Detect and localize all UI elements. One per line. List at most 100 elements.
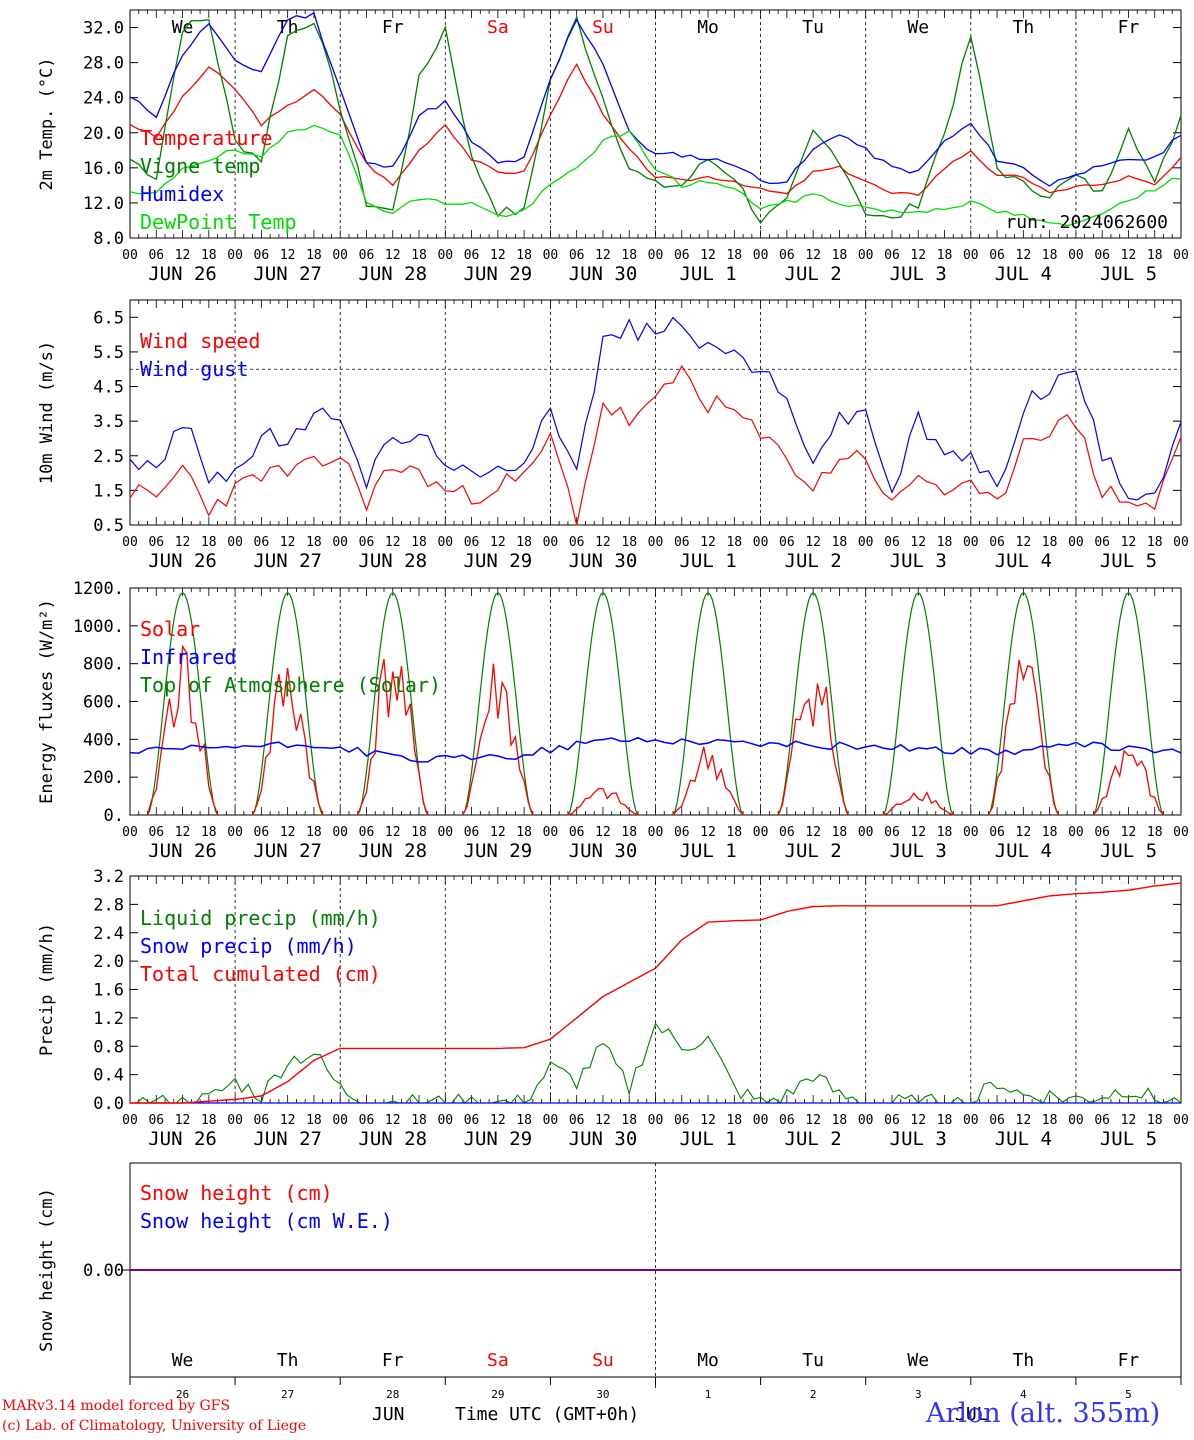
hour-tick-label: 12 xyxy=(490,248,506,263)
y-tick-label: 2.8 xyxy=(93,895,124,915)
legend-wind-speed: Wind speed xyxy=(140,329,260,353)
hour-tick-label: 06 xyxy=(989,1113,1005,1128)
legend-wind-gust: Wind gust xyxy=(140,357,248,381)
hour-tick-label: 06 xyxy=(779,1113,795,1128)
legend-snow-precip-mm-h-: Snow precip (mm/h) xyxy=(140,934,357,958)
weekday-label: We xyxy=(172,17,194,38)
solar-curve xyxy=(357,658,429,816)
day-number-label: 4 xyxy=(1020,1388,1027,1401)
hour-tick-label: 06 xyxy=(148,535,164,550)
hour-tick-label: 00 xyxy=(1068,248,1084,263)
hour-tick-label: 00 xyxy=(332,535,348,550)
day-number-label: 29 xyxy=(491,1388,504,1401)
hour-tick-label: 06 xyxy=(464,248,480,263)
legend-snow-height-cm-: Snow height (cm) xyxy=(140,1181,333,1205)
credit-line-2: (c) Lab. of Climatology, University of L… xyxy=(2,1418,307,1434)
hour-tick-label: 12 xyxy=(595,535,611,550)
y-axis-title-precip: Precip (mm/h) xyxy=(37,923,57,1056)
date-label: JUN 30 xyxy=(569,550,638,572)
hour-tick-label: 06 xyxy=(254,825,270,840)
hour-tick-label: 12 xyxy=(280,535,296,550)
hour-tick-label: 12 xyxy=(385,535,401,550)
y-tick-label: 400. xyxy=(83,730,124,750)
date-label: JUL 4 xyxy=(995,840,1052,862)
hour-tick-label: 00 xyxy=(1173,1113,1189,1128)
date-label: JUL 2 xyxy=(785,263,842,285)
legend-humidex: Humidex xyxy=(140,182,224,206)
series-0 xyxy=(129,62,1182,197)
hour-tick-label: 06 xyxy=(674,1113,690,1128)
hour-tick-label: 18 xyxy=(1147,535,1163,550)
hour-tick-label: 18 xyxy=(621,1113,637,1128)
hour-tick-label: 00 xyxy=(227,825,243,840)
hour-tick-label: 00 xyxy=(1173,825,1189,840)
weekday-label: Tu xyxy=(802,1350,824,1371)
hour-tick-label: 18 xyxy=(411,1113,427,1128)
hour-tick-label: 00 xyxy=(858,248,874,263)
date-label: JUN 26 xyxy=(148,1128,217,1150)
hour-tick-label: 12 xyxy=(910,535,926,550)
hour-tick-label: 06 xyxy=(464,1113,480,1128)
y-tick-label: 200. xyxy=(83,768,124,788)
y-tick-label: 2.5 xyxy=(93,447,124,467)
hour-tick-label: 12 xyxy=(175,248,191,263)
legend-solar: Solar xyxy=(140,617,200,641)
y-tick-label: 1000. xyxy=(73,617,124,637)
hour-tick-label: 12 xyxy=(700,248,716,263)
weekday-label: Sa xyxy=(487,1350,509,1371)
date-label: JUL 2 xyxy=(785,840,842,862)
hour-tick-label: 12 xyxy=(1121,248,1137,263)
hour-tick-label: 00 xyxy=(332,1113,348,1128)
date-label: JUL 3 xyxy=(890,1128,947,1150)
hour-tick-label: 12 xyxy=(385,248,401,263)
hour-tick-label: 06 xyxy=(674,825,690,840)
hour-tick-label: 00 xyxy=(1068,825,1084,840)
date-label: JUN 27 xyxy=(253,1128,322,1150)
hour-tick-label: 06 xyxy=(569,825,585,840)
hour-tick-label: 00 xyxy=(543,535,559,550)
hour-tick-label: 12 xyxy=(1016,248,1032,263)
series-3 xyxy=(129,124,1182,227)
hour-tick-label: 18 xyxy=(726,535,742,550)
hour-tick-label: 00 xyxy=(753,1113,769,1128)
hour-tick-label: 00 xyxy=(858,535,874,550)
hour-tick-label: 18 xyxy=(306,535,322,550)
credit-line-1: MARv3.14 model forced by GFS xyxy=(2,1398,231,1414)
y-tick-label: 16.0 xyxy=(83,159,124,179)
hour-tick-label: 12 xyxy=(1016,535,1032,550)
date-label: JUN 27 xyxy=(253,263,322,285)
hour-tick-label: 12 xyxy=(385,1113,401,1128)
hour-tick-label: 18 xyxy=(516,825,532,840)
hour-tick-label: 12 xyxy=(1016,825,1032,840)
y-tick-label: 800. xyxy=(83,655,124,675)
day-number-label: 1 xyxy=(705,1388,712,1401)
hour-tick-label: 00 xyxy=(648,535,664,550)
date-label: JUL 5 xyxy=(1100,263,1157,285)
hour-tick-label: 12 xyxy=(280,1113,296,1128)
hour-tick-label: 12 xyxy=(910,825,926,840)
hour-tick-label: 18 xyxy=(832,535,848,550)
y-tick-label: 8.0 xyxy=(93,229,124,249)
hour-tick-label: 12 xyxy=(490,535,506,550)
hour-tick-label: 00 xyxy=(963,1113,979,1128)
date-label: JUL 2 xyxy=(785,1128,842,1150)
solar-curve xyxy=(567,787,639,816)
hour-tick-label: 18 xyxy=(1042,535,1058,550)
y-tick-label: 0.00 xyxy=(83,1261,124,1281)
hour-tick-label: 18 xyxy=(306,248,322,263)
date-label: JUN 29 xyxy=(464,840,533,862)
y-tick-label: 1.6 xyxy=(93,981,124,1001)
date-label: JUL 4 xyxy=(995,550,1052,572)
date-label: JUN 26 xyxy=(148,550,217,572)
hour-tick-label: 18 xyxy=(306,825,322,840)
y-tick-label: 2.4 xyxy=(93,924,124,944)
hour-tick-label: 06 xyxy=(359,535,375,550)
date-label: JUL 5 xyxy=(1100,550,1157,572)
hour-tick-label: 06 xyxy=(989,248,1005,263)
hour-tick-label: 00 xyxy=(543,825,559,840)
y-axis-title-energy: Energy fluxes (W/m²) xyxy=(37,599,57,804)
hour-tick-label: 06 xyxy=(464,535,480,550)
hour-tick-label: 18 xyxy=(1147,1113,1163,1128)
y-tick-label: 3.2 xyxy=(93,867,124,887)
hour-tick-label: 18 xyxy=(621,535,637,550)
